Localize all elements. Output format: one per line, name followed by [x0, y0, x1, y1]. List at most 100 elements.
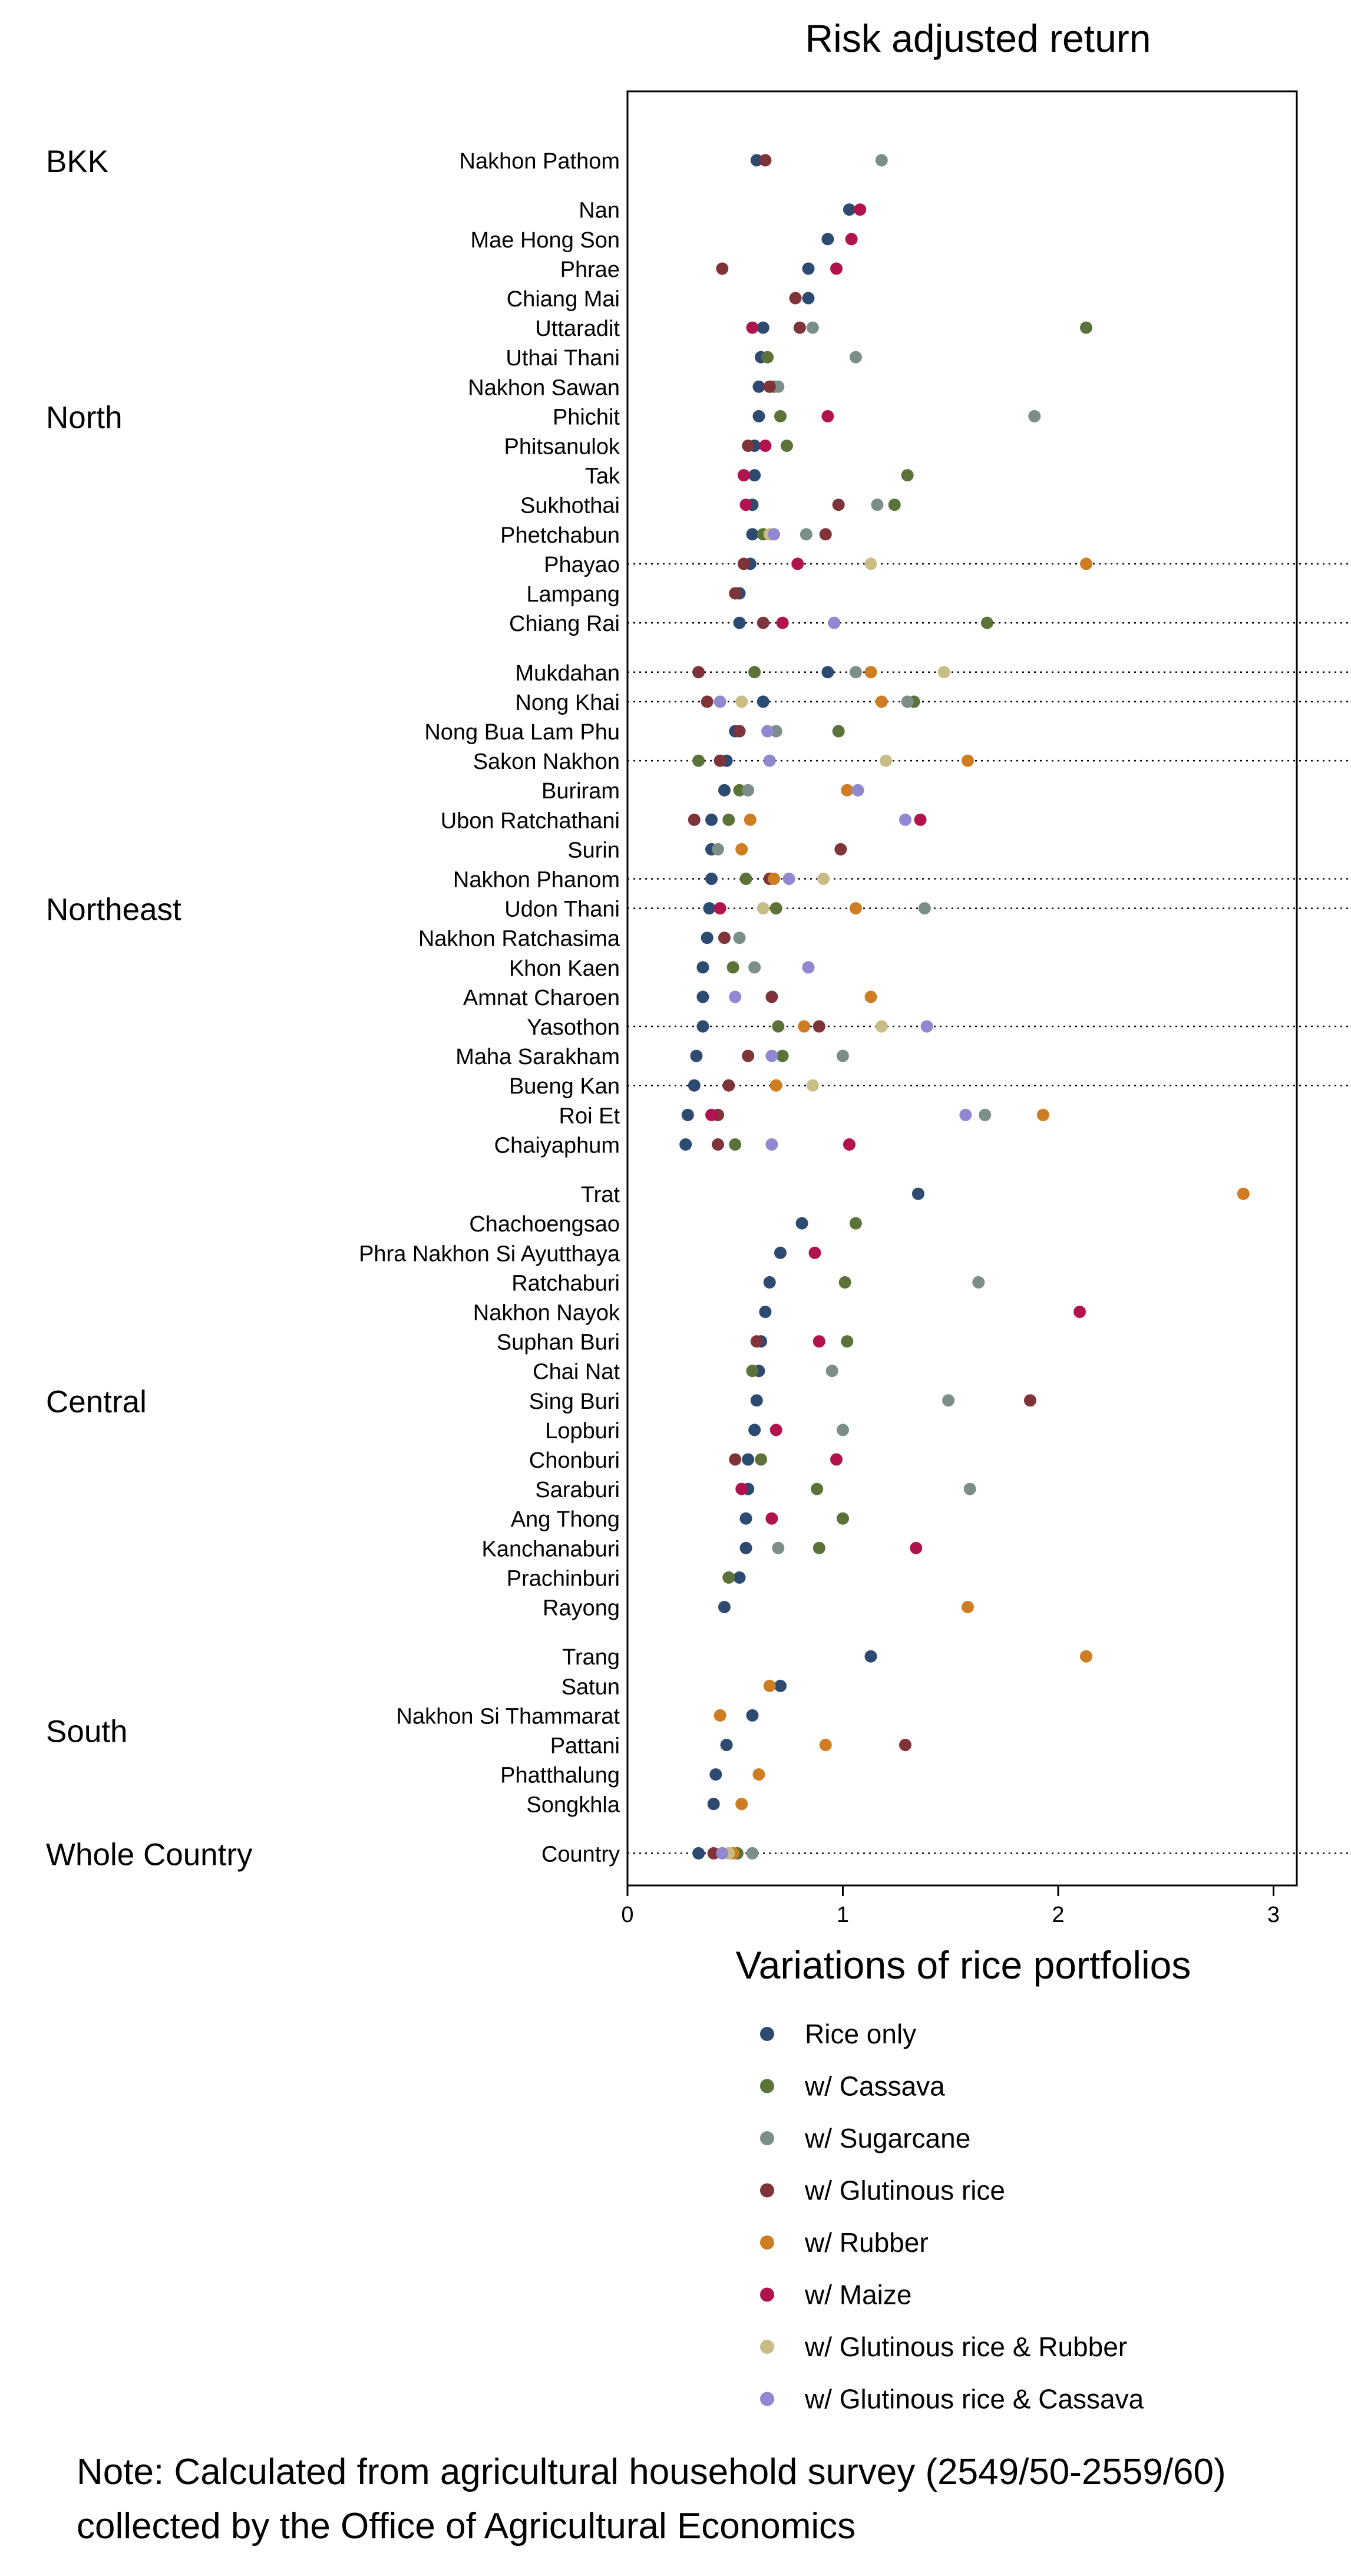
data-point-maize	[765, 1512, 778, 1525]
data-point-cassava	[739, 873, 752, 885]
data-point-rice	[703, 902, 716, 915]
data-point-glutinous	[729, 1453, 742, 1466]
data-point-cassava	[726, 961, 739, 974]
data-point-maize	[776, 616, 789, 629]
province-label: Nong Khai	[516, 691, 620, 715]
legend-marker-glut_rubber	[760, 2340, 774, 2354]
province-label: Nakhon Phanom	[453, 868, 620, 893]
data-point-glut_cassava	[763, 754, 776, 767]
data-point-cassava	[888, 498, 901, 511]
data-point-glutinous	[812, 1020, 825, 1033]
data-point-rubber	[819, 1739, 832, 1751]
data-point-rice	[681, 1108, 694, 1121]
note-line-1: Note: Calculated from agricultural house…	[77, 2452, 1226, 2492]
chart-title: Risk adjusted return	[805, 16, 1151, 60]
data-point-rubber	[875, 695, 888, 708]
data-point-glut_cassava	[782, 873, 795, 885]
data-point-rice	[843, 203, 855, 216]
data-point-rice	[679, 1138, 692, 1151]
plot-area	[626, 90, 1298, 1887]
data-point-rubber	[1080, 557, 1093, 570]
data-point-cassava	[748, 666, 761, 679]
data-point-maize	[705, 1108, 718, 1121]
province-label: Chiang Mai	[507, 287, 620, 312]
legend-marker-cassava	[760, 2079, 774, 2093]
data-point-glutinous	[716, 262, 729, 275]
data-point-cassava	[841, 1335, 854, 1348]
legend-label: w/ Cassava	[804, 2071, 945, 2102]
province-label: Maha Sarakham	[455, 1045, 620, 1069]
data-point-cassava	[769, 902, 782, 915]
data-point-rice	[757, 695, 769, 708]
legend-label: w/ Glutinous rice & Cassava	[804, 2384, 1144, 2415]
data-point-cassava	[849, 1217, 862, 1230]
data-point-maize	[737, 469, 750, 482]
region-label: BKK	[46, 144, 108, 179]
x-tick-label: 2	[1052, 1903, 1064, 1927]
data-point-glutinous	[729, 587, 742, 600]
data-point-glutinous	[759, 154, 772, 167]
x-axis: 0 1 2 3	[621, 1885, 1280, 1927]
data-point-rice	[774, 1679, 787, 1692]
data-point-rice	[821, 666, 834, 679]
legend-label: Rice only	[805, 2019, 916, 2049]
data-point-rubber	[961, 1601, 974, 1613]
province-label: Khon Kaen	[509, 956, 620, 981]
data-point-sugarcane	[800, 528, 812, 541]
data-point-rubber	[798, 1020, 811, 1033]
data-point-rice	[752, 380, 765, 393]
data-point-glutinous	[692, 666, 705, 679]
data-point-glutinous	[737, 557, 750, 570]
data-point-cassava	[812, 1541, 825, 1554]
data-point-sugarcane	[849, 351, 862, 364]
legend-marker-rice	[760, 2027, 774, 2041]
legend-label: w/ Glutinous rice & Rubber	[804, 2331, 1127, 2362]
data-point-rice	[733, 1571, 746, 1584]
data-point-rice	[739, 1512, 752, 1525]
data-point-sugarcane	[1028, 409, 1041, 422]
data-point-glut_cassava	[765, 1049, 778, 1062]
data-point-cassava	[811, 1482, 824, 1495]
data-point-sugarcane	[733, 932, 746, 944]
data-point-glut_rubber	[875, 1020, 888, 1033]
data-point-glutinous	[832, 498, 845, 511]
region-labels: BKK North Northeast Central South Whole Count…	[46, 144, 253, 1872]
data-point-rubber	[961, 754, 974, 767]
province-label: Mukdahan	[516, 661, 620, 686]
data-point-maize	[714, 902, 726, 915]
data-point-rice	[748, 1424, 761, 1436]
data-point-maize	[910, 1541, 923, 1554]
province-label: Phitsanulok	[504, 435, 620, 460]
data-point-rice	[802, 292, 815, 305]
data-point-sugarcane	[837, 1424, 849, 1436]
data-point-glut_cassava	[714, 695, 726, 708]
data-point-rice	[742, 1453, 755, 1466]
data-point-rubber	[768, 873, 781, 885]
data-point-cassava	[746, 1365, 759, 1378]
data-point-rice	[757, 321, 769, 334]
data-point-rice	[750, 154, 763, 167]
data-point-rice	[692, 1847, 705, 1860]
data-point-maize	[739, 498, 752, 511]
province-label: Nan	[579, 199, 620, 223]
data-point-glutinous	[701, 695, 714, 708]
province-label: Satun	[561, 1675, 620, 1699]
province-label: Kanchanaburi	[481, 1537, 620, 1561]
data-point-cassava	[692, 754, 705, 767]
data-point-glutinous	[733, 725, 746, 738]
data-point-cassava	[729, 1138, 742, 1151]
data-point-rice	[705, 873, 718, 885]
data-point-rice	[690, 1049, 703, 1062]
data-point-glutinous	[819, 528, 832, 541]
data-point-maize	[746, 321, 759, 334]
data-point-glutinous	[722, 1079, 735, 1092]
data-point-maize	[854, 203, 867, 216]
data-point-maize	[812, 1335, 825, 1348]
data-point-glut_cassava	[851, 784, 864, 797]
province-label: Udon Thani	[504, 897, 620, 922]
data-point-glutinous	[765, 990, 778, 1003]
data-point-rubber	[864, 990, 877, 1003]
data-point-rice	[718, 1601, 731, 1613]
province-label: Uthai Thani	[506, 346, 620, 371]
